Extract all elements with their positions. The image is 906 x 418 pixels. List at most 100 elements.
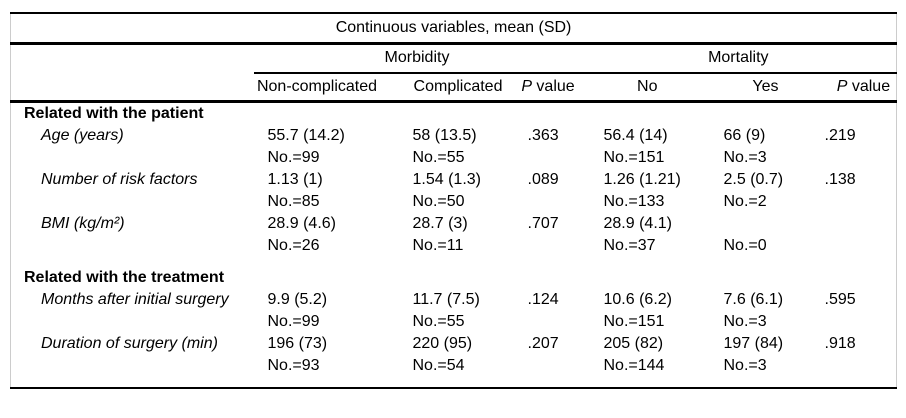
count-cell <box>801 355 897 388</box>
value-cell: 1.54 (1.3) <box>412 170 481 188</box>
group-header-row: Morbidity Mortality <box>11 43 897 74</box>
value-cell: 1.26 (1.21) <box>603 170 681 188</box>
count-cell: No.=55 <box>412 148 465 166</box>
col-header-label: Complicated <box>413 77 503 95</box>
count-cell: No.=3 <box>723 312 767 330</box>
value-cell: .595 <box>824 290 856 308</box>
column-header-row: Non-complicated Complicated P value No Y… <box>10 73 897 103</box>
count-cell <box>516 311 581 333</box>
table-row: No.=93 No.=54 No.=144 No.=3 <box>11 355 897 388</box>
value-cell: 28.7 (3) <box>412 214 468 232</box>
count-cell <box>801 191 897 213</box>
table-row: Age (years) 55.7 (14.2) 58 (13.5) .363 56.4 … <box>11 125 897 147</box>
table-title: Continuous variables, mean (SD) <box>10 13 897 45</box>
table-row: Duration of surgery (min) 196 (73) 220 (95… <box>11 333 897 355</box>
col-header-label: Yes <box>752 77 779 95</box>
section-row: Related with the treatment <box>11 257 897 289</box>
col-header-non-complicated: Non-complicated <box>253 73 401 103</box>
count-cell: No.=50 <box>412 192 465 210</box>
count-cell <box>516 355 581 388</box>
group-header-morbidity: Morbidity <box>253 43 581 74</box>
value-cell: 56.4 (14) <box>603 126 668 144</box>
count-cell: No.=151 <box>603 312 665 330</box>
value-cell: 2.5 (0.7) <box>723 170 784 188</box>
empty-label-cell <box>11 147 254 169</box>
table-row: No.=99 No.=55 No.=151 No.=3 <box>11 147 897 169</box>
col-header-p-value-mortality: P value <box>800 73 897 103</box>
value-cell <box>801 213 897 235</box>
count-cell: No.=133 <box>603 192 665 210</box>
section-label: Related with the patient <box>24 104 204 122</box>
count-cell: No.=2 <box>723 192 767 210</box>
value-cell <box>691 213 801 235</box>
count-cell: No.=93 <box>267 356 320 374</box>
stub-cell <box>11 43 254 73</box>
col-header-label: No <box>637 77 658 95</box>
value-cell: .138 <box>824 170 856 188</box>
count-cell: No.=3 <box>723 356 767 374</box>
value-cell: 1.13 (1) <box>267 170 323 188</box>
count-cell <box>801 235 897 257</box>
value-cell: 28.9 (4.6) <box>267 214 336 232</box>
count-cell: No.=85 <box>267 192 320 210</box>
col-header-label: P value <box>836 77 891 95</box>
count-cell: No.=3 <box>723 148 767 166</box>
col-header-label: Non-complicated <box>256 77 378 95</box>
count-cell <box>801 311 897 333</box>
count-cell <box>516 235 581 257</box>
empty-label-cell <box>11 235 254 257</box>
table-row: Months after initial surgery 9.9 (5.2) 11.… <box>11 289 897 311</box>
value-cell: .089 <box>527 170 559 188</box>
count-cell: No.=99 <box>267 148 320 166</box>
value-cell: .124 <box>527 290 559 308</box>
col-header-no: No <box>580 73 691 103</box>
value-cell: .918 <box>824 334 856 352</box>
count-cell <box>801 147 897 169</box>
value-cell: 205 (82) <box>603 334 664 352</box>
col-header-yes: Yes <box>690 73 801 103</box>
value-cell: .207 <box>527 334 559 352</box>
count-cell <box>516 147 581 169</box>
value-cell: 196 (73) <box>267 334 328 352</box>
table-row: No.=99 No.=55 No.=151 No.=3 <box>11 311 897 333</box>
value-cell: 220 (95) <box>412 334 473 352</box>
value-cell: 7.6 (6.1) <box>723 290 784 308</box>
variable-label: Age (years) <box>41 126 124 144</box>
value-cell: 197 (84) <box>723 334 784 352</box>
count-cell: No.=0 <box>723 236 767 254</box>
count-cell: No.=99 <box>267 312 320 330</box>
empty-label-cell <box>11 355 254 388</box>
empty-label-cell <box>11 311 254 333</box>
value-cell: 58 (13.5) <box>412 126 477 144</box>
value-cell: 11.7 (7.5) <box>412 290 480 308</box>
variable-label: Number of risk factors <box>41 170 198 188</box>
variable-label: BMI (kg/m²) <box>41 214 125 232</box>
count-cell: No.=54 <box>412 356 465 374</box>
value-cell: 10.6 (6.2) <box>603 290 672 308</box>
table-row: No.=85 No.=50 No.=133 No.=2 <box>11 191 897 213</box>
variable-label: Duration of surgery (min) <box>41 334 218 352</box>
value-cell: 66 (9) <box>723 126 766 144</box>
count-cell: No.=55 <box>412 312 465 330</box>
section-row: Related with the patient <box>11 101 897 125</box>
variable-label: Months after initial surgery <box>41 290 229 308</box>
col-header-label: P value <box>521 77 575 95</box>
count-cell: No.=11 <box>412 236 464 254</box>
value-cell: .363 <box>527 126 559 144</box>
group-header-mortality: Mortality <box>580 43 897 74</box>
value-cell: 9.9 (5.2) <box>267 290 328 308</box>
col-header-p-value-morbidity: P value <box>515 73 581 103</box>
value-cell: .707 <box>527 214 559 232</box>
empty-label-cell <box>11 191 254 213</box>
title-row: Continuous variables, mean (SD) <box>10 13 897 45</box>
count-cell <box>516 191 581 213</box>
section-label: Related with the treatment <box>24 268 225 286</box>
continuous-variables-table: Continuous variables, mean (SD) Morbidit… <box>10 12 898 389</box>
col-header-complicated: Complicated <box>400 73 516 103</box>
count-cell: No.=37 <box>603 236 656 254</box>
count-cell: No.=26 <box>267 236 320 254</box>
count-cell: No.=151 <box>603 148 665 166</box>
value-cell: 55.7 (14.2) <box>267 126 345 144</box>
table-row: Number of risk factors 1.13 (1) 1.54 (1.3)… <box>11 169 897 191</box>
count-cell: No.=144 <box>603 356 665 374</box>
